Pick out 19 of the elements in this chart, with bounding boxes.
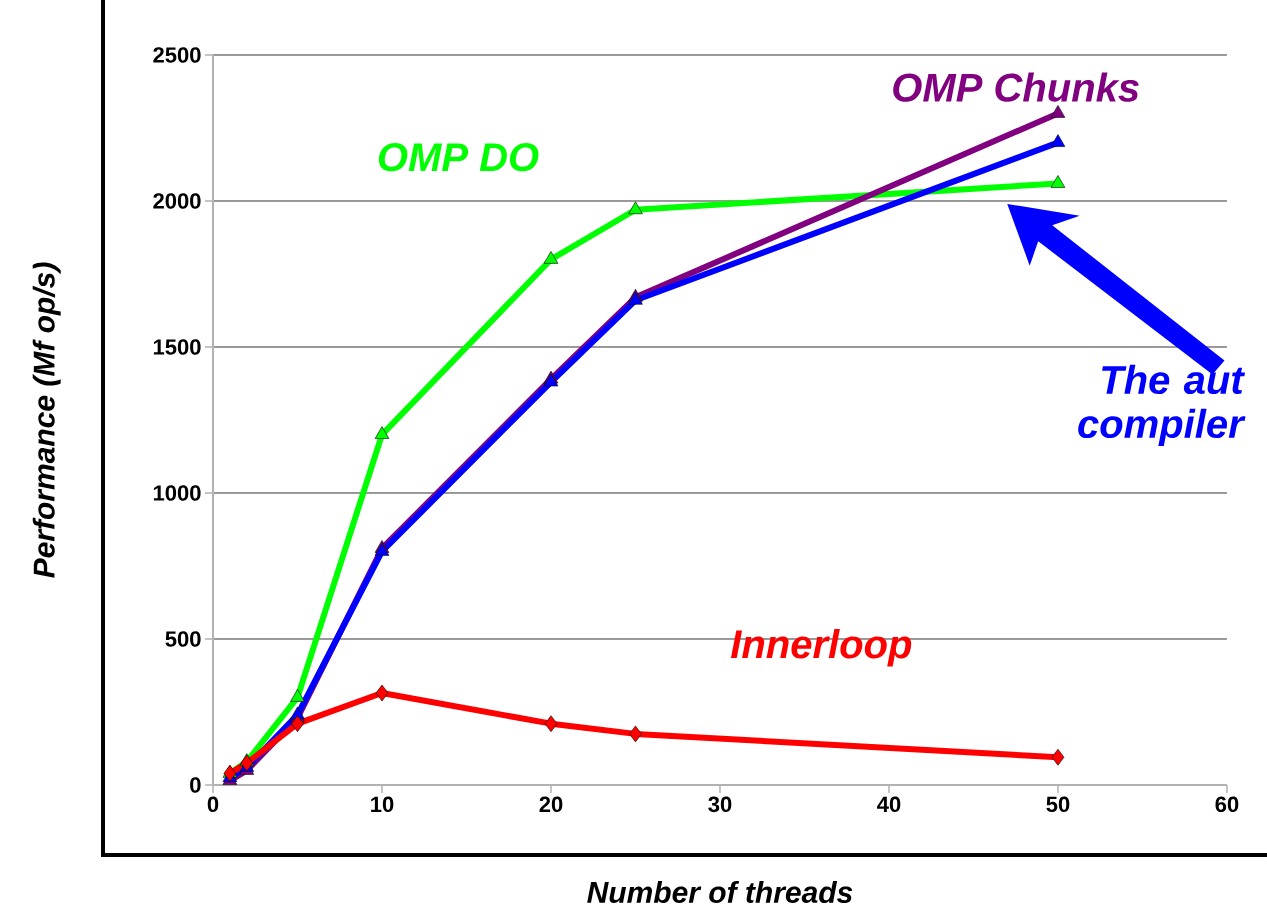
y-tick-label: 2000 — [153, 193, 201, 209]
x-axis-title: Number of threads — [587, 880, 853, 904]
series-label: OMP Chunks — [893, 72, 1139, 102]
text: The aut compiler — [1078, 364, 1246, 447]
x-tick-label: 60 — [1215, 796, 1239, 813]
x-tick-label: 50 — [1046, 796, 1070, 813]
y-tick-label: 2500 — [153, 47, 201, 63]
y-tick-label: 500 — [165, 631, 201, 647]
text: OMP DO — [378, 143, 539, 172]
x-tick-label: 0 — [207, 796, 219, 813]
x-tick-label: 10 — [371, 796, 394, 813]
series-label: Innerloop — [730, 629, 912, 667]
x-tick-label: 40 — [877, 796, 901, 813]
x-tick-label: 30 — [708, 796, 732, 813]
y-tick-label: 1500 — [153, 339, 201, 355]
y-tick-label: 0 — [190, 777, 201, 793]
x-tick-label: 20 — [539, 796, 563, 813]
y-tick-label: 1000 — [153, 485, 201, 501]
y-axis-title: Performance (Mf op/s) — [32, 262, 61, 578]
